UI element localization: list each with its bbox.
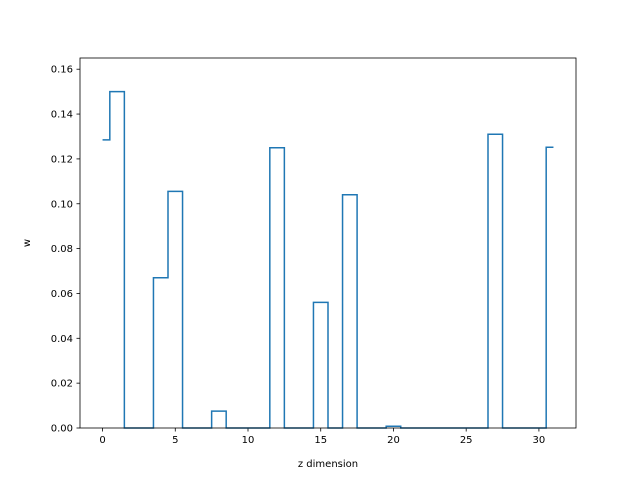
y-tick-label: 0.02 — [51, 379, 73, 390]
x-axis-ticks: 0 5 10 15 20 25 30 — [99, 428, 545, 446]
y-axis-label: w — [22, 239, 33, 247]
plot-frame — [79, 57, 577, 429]
x-axis-label: z dimension — [298, 459, 358, 470]
x-tick-label: 20 — [387, 435, 400, 446]
y-tick-label: 0.16 — [51, 65, 73, 76]
y-tick-label: 0.12 — [51, 154, 73, 165]
x-tick-label: 30 — [533, 435, 546, 446]
y-tick-label: 0.14 — [51, 110, 73, 121]
y-tick-label: 0.00 — [51, 424, 73, 435]
x-tick-label: 10 — [242, 435, 255, 446]
y-tick-label: 0.10 — [51, 199, 73, 210]
x-tick-label: 25 — [460, 435, 473, 446]
y-tick-label: 0.04 — [51, 334, 73, 345]
y-axis-ticks: 0.00 0.02 0.04 0.06 0.08 0.10 0.12 0.14 0.16 — [51, 65, 80, 435]
x-tick-label: 0 — [99, 435, 105, 446]
y-tick-label: 0.06 — [51, 289, 73, 300]
y-tick-label: 0.08 — [51, 244, 73, 255]
x-tick-label: 5 — [172, 435, 178, 446]
x-tick-label: 15 — [314, 435, 327, 446]
